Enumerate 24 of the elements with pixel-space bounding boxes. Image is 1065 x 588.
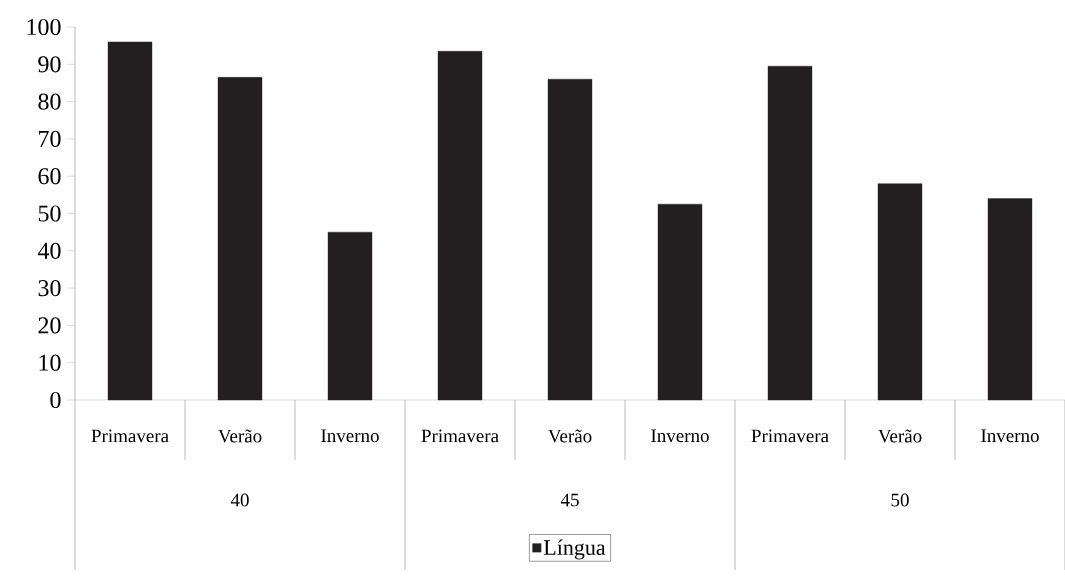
x-tick-label: Primavera	[751, 429, 829, 443]
x-tick-label: Verão	[878, 429, 922, 443]
x-tick-label: Inverno	[651, 429, 709, 443]
x-tick-label: Primavera	[421, 429, 499, 443]
y-tick-label: 80	[38, 93, 61, 110]
y-tick-label: 0	[50, 391, 61, 409]
x-tick-label: Inverno	[981, 429, 1039, 443]
text: 45	[560, 493, 579, 507]
x-tick-label: Verão	[548, 429, 592, 443]
x-tick-label: Primavera	[91, 429, 169, 443]
x-tick-label: Verão	[218, 429, 262, 443]
y-tick-label: 30	[38, 279, 61, 297]
x-tick-label: Inverno	[321, 429, 379, 443]
y-tick-label: 90	[38, 56, 61, 73]
y-tick-label: 100	[27, 18, 61, 36]
y-tick-label: 20	[38, 317, 61, 334]
legend-label: Língua	[543, 539, 606, 560]
y-tick-label: 70	[39, 130, 61, 147]
text: 40	[230, 493, 249, 507]
y-tick-label: 60	[38, 168, 61, 185]
text: 50	[891, 493, 909, 507]
y-tick-label: 10	[39, 354, 61, 371]
y-tick-label: 50	[38, 205, 61, 222]
y-tick-label: 40	[37, 242, 61, 259]
